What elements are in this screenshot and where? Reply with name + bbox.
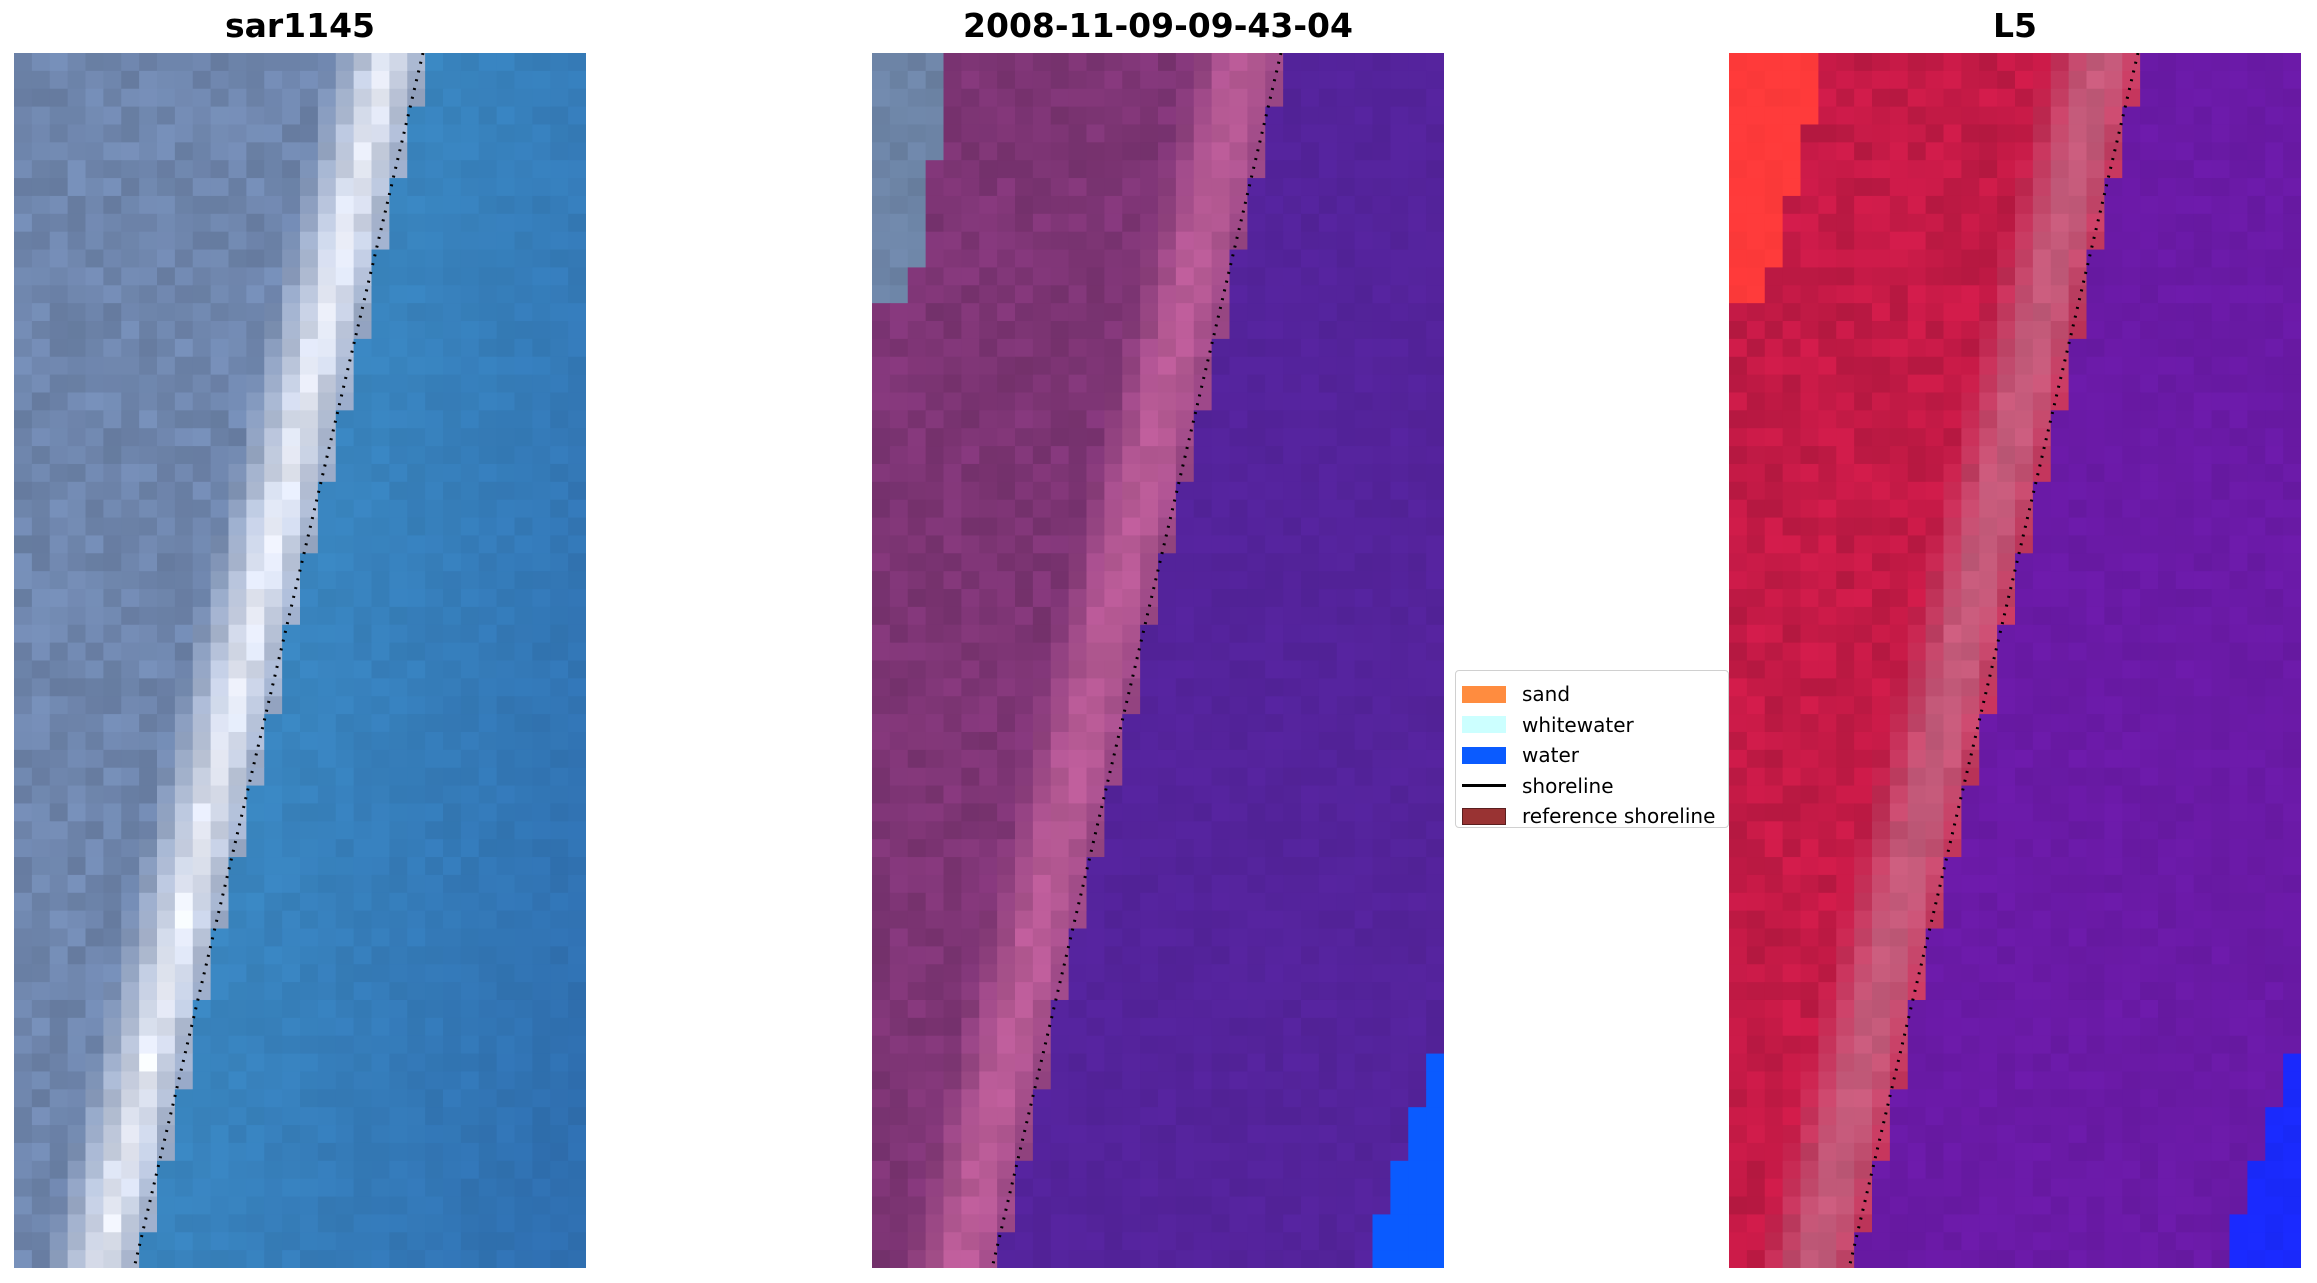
classified-image-panel	[872, 53, 1444, 1268]
panel-title-classified: 2008-11-09-09-43-04	[963, 6, 1353, 45]
panel-title-index: L5	[1993, 6, 2037, 45]
legend-label: shoreline	[1522, 773, 1614, 798]
rgb-image-panel	[14, 53, 586, 1268]
water-swatch	[1462, 746, 1506, 764]
legend-label: water	[1522, 743, 1579, 768]
classified-image	[872, 53, 1444, 1268]
legend-item-whitewater: whitewater	[1462, 710, 1728, 741]
legend-item-sand: sand	[1462, 679, 1728, 710]
reference-shoreline-swatch	[1462, 807, 1506, 825]
index-image-panel	[1729, 53, 2301, 1268]
shoreline-line	[1847, 53, 2140, 1268]
legend-item-shoreline: shoreline	[1462, 771, 1728, 802]
legend-item-reference-shoreline: reference shoreline	[1462, 801, 1728, 832]
panel-title-rgb: sar1145	[224, 6, 376, 45]
legend-item-water: water	[1462, 740, 1728, 771]
legend-label: whitewater	[1522, 712, 1634, 737]
whitewater-swatch	[1462, 716, 1506, 734]
legend: sand whitewater water shoreline referenc…	[1455, 670, 1729, 828]
index-image	[1729, 53, 2301, 1268]
shoreline-line-icon	[1462, 777, 1506, 794]
shoreline-line	[132, 53, 425, 1268]
legend-label: reference shoreline	[1522, 804, 1716, 829]
legend-label: sand	[1522, 682, 1571, 707]
sand-swatch	[1462, 685, 1506, 703]
shoreline-line	[990, 53, 1283, 1268]
rgb-image	[14, 53, 586, 1268]
